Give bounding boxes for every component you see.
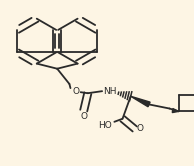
Polygon shape: [172, 109, 179, 113]
Text: HO: HO: [98, 121, 112, 130]
Text: NH: NH: [104, 87, 117, 96]
Text: O: O: [72, 87, 79, 96]
Text: O: O: [136, 124, 143, 133]
Polygon shape: [131, 96, 150, 107]
Text: O: O: [80, 112, 87, 121]
